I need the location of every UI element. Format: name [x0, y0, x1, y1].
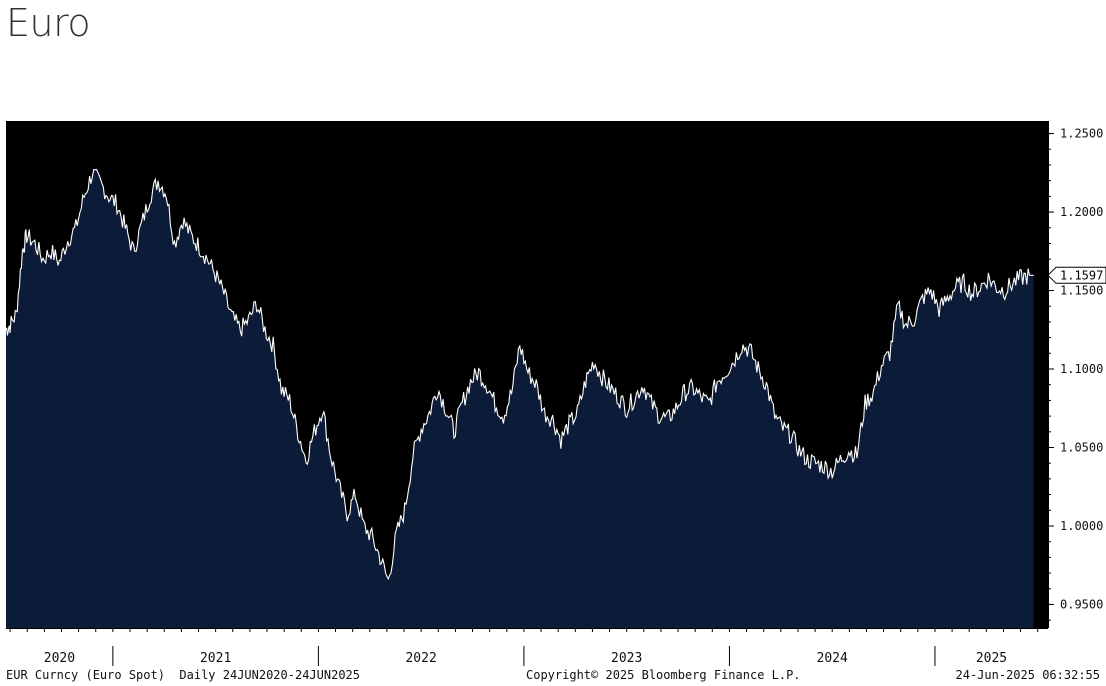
footer-copyright: Copyright© 2025 Bloomberg Finance L.P. [526, 668, 801, 682]
y-tick-label: 1.0000 [1060, 519, 1103, 533]
footer-timestamp: 24-Jun-2025 06:32:55 [955, 668, 1101, 682]
series-area [6, 169, 1034, 628]
page-title: Euro [6, 1, 91, 45]
x-tick-label: 2024 [817, 651, 848, 666]
x-tick-label: 2022 [405, 651, 436, 666]
y-tick-label: 0.9500 [1060, 597, 1103, 611]
last-value-marker: 1.1597 [1047, 266, 1106, 284]
y-axis: 1.2500 1.2000 1.1500 1.1000 1.0500 1.0000 0.95… [1048, 127, 1103, 621]
last-value-box [1047, 266, 1106, 284]
x-tick-label: 2023 [611, 651, 642, 666]
y-tick-label: 1.0500 [1060, 440, 1103, 454]
x-axis: 2020 2021 2022 2023 2024 2025 [9, 628, 1039, 666]
y-tick-label: 1.2000 [1060, 205, 1103, 219]
y-tick-label: 1.1500 [1060, 284, 1103, 298]
y-tick-label: 1.1000 [1060, 362, 1103, 376]
last-value-label: 1.1597 [1060, 268, 1103, 282]
y-tick-label: 1.2500 [1060, 127, 1103, 141]
x-tick-label: 2025 [976, 651, 1007, 666]
x-tick-label: 2020 [44, 651, 75, 666]
series-line [5, 168, 1034, 581]
x-tick-label: 2021 [200, 651, 231, 666]
footer-left: EUR Curncy (Euro Spot) Daily 24JUN2020-2… [6, 668, 361, 682]
